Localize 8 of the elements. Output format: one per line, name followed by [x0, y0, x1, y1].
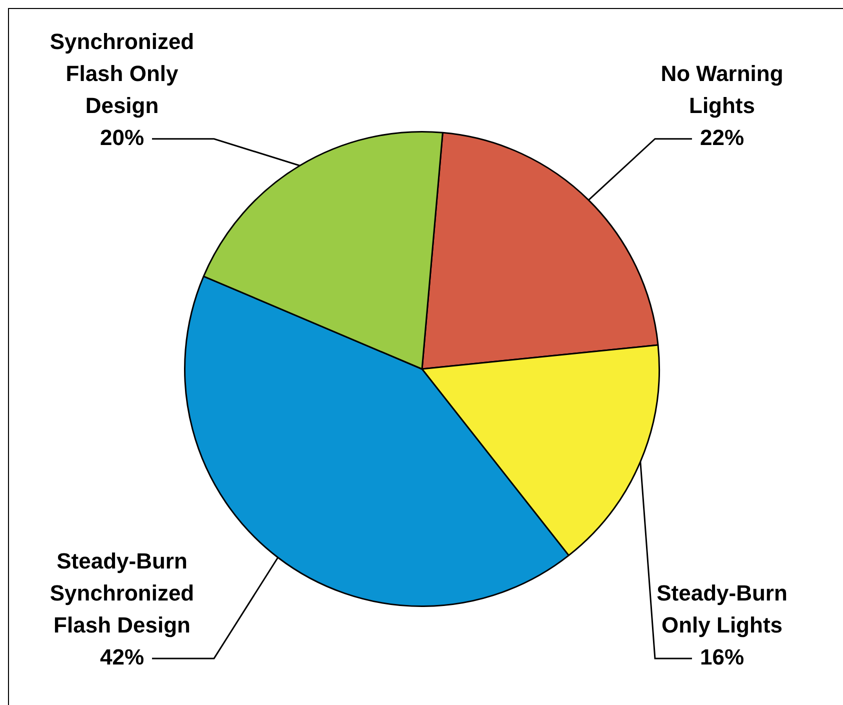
- data-label: 20%: [100, 124, 144, 150]
- data-label: 42%: [100, 644, 144, 670]
- slice-label: Steady-Burn Only Lights: [656, 580, 788, 638]
- data-label: 16%: [700, 644, 744, 670]
- slice-label: Steady-Burn Synchronized Flash Design: [50, 548, 194, 638]
- data-label: 22%: [700, 124, 744, 150]
- slice-label: Synchronized Flash Only Design: [50, 28, 194, 118]
- slice-label: No Warning Lights: [660, 60, 784, 118]
